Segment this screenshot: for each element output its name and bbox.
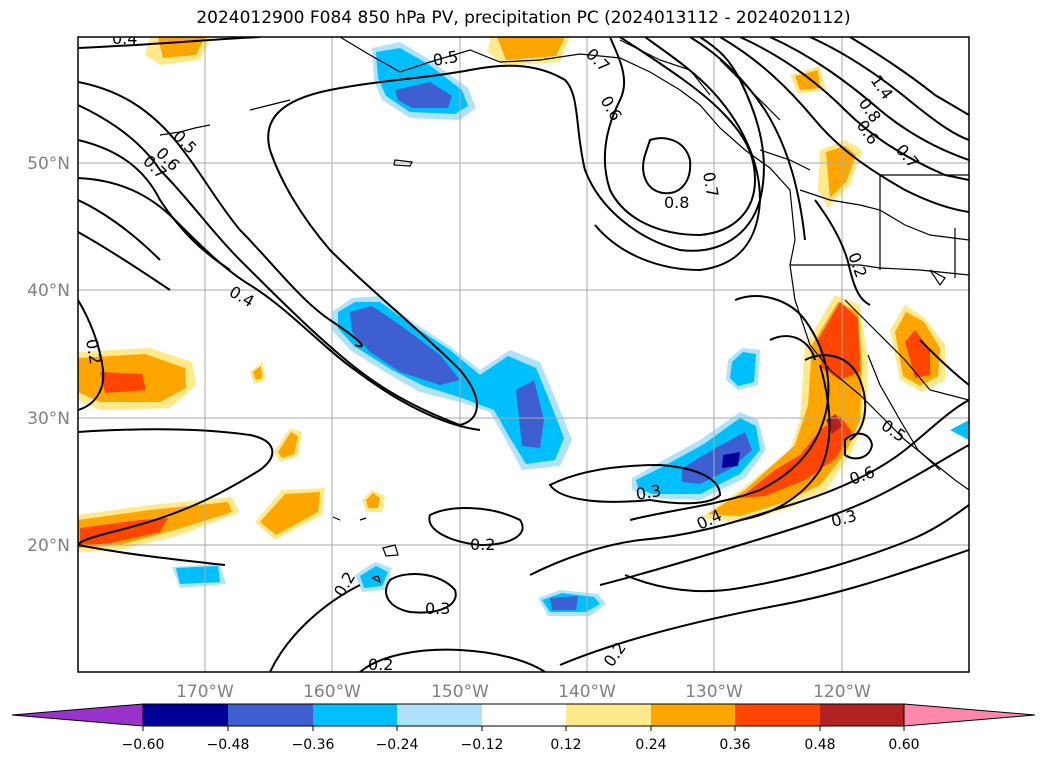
lon-label-130W: 130°W [685, 682, 743, 702]
lon-label-170W: 170°W [176, 682, 234, 702]
contour-label-0.7-c: 0.7 [699, 170, 722, 198]
lat-label-20N: 20°N [27, 536, 70, 556]
colorbar-tick-3: −0.24 [376, 737, 419, 753]
contour-label-0.3-b: 0.3 [634, 481, 662, 504]
contour-label-0.2-e: 0.2 [368, 655, 393, 674]
colorbar-bin-6 [566, 704, 651, 726]
lat-labels: 50°N 40°N 30°N 20°N [27, 154, 70, 556]
colorbar-extend-max [903, 703, 1036, 727]
colorbar-tick-7: 0.36 [719, 737, 750, 753]
lon-label-160W: 160°W [303, 682, 361, 702]
map-frame [77, 36, 970, 673]
map-content: 0.4 0.5 0.5 0.6 0.7 0.6 0.7 0.8 0.7 1.4 … [78, 29, 969, 674]
colorbar-bin-9 [820, 704, 904, 726]
coastlines [159, 37, 969, 584]
map-gridlines [78, 37, 969, 672]
colorbar-tick-4: −0.12 [461, 737, 504, 753]
lat-label-50N: 50°N [27, 154, 70, 174]
precip-negative-shading [172, 42, 969, 616]
colorbar-tick-2: −0.36 [292, 737, 335, 753]
contour-label-0.5-a: 0.5 [431, 47, 459, 70]
colorbar-bin-7 [651, 704, 735, 726]
colorbar-bin-4 [397, 704, 482, 726]
lat-label-40N: 40°N [27, 281, 70, 301]
contour-label-0.3-c: 0.3 [425, 599, 450, 618]
colorbar-tick-1: −0.48 [207, 737, 250, 753]
colorbar-tick-9: 0.60 [888, 737, 919, 753]
colorbar-tick-6: 0.24 [635, 737, 666, 753]
lon-labels: 170°W 160°W 150°W 140°W 130°W 120°W [176, 682, 871, 702]
colorbar: −0.60 −0.48 −0.36 −0.24 −0.12 0.12 0.24 … [11, 703, 1036, 753]
colorbar-tick-0: −0.60 [122, 737, 165, 753]
contour-label-0.4-top: 0.4 [112, 29, 137, 48]
colorbar-extend-min [11, 703, 144, 727]
lon-label-120W: 120°W [813, 682, 871, 702]
figure-title: 2024012900 F084 850 hPa PV, precipitatio… [196, 8, 851, 28]
colorbar-bin-3 [313, 704, 397, 726]
contour-label-0.8-a: 0.8 [664, 193, 689, 212]
colorbar-bin-2 [228, 704, 313, 726]
lon-label-150W: 150°W [431, 682, 489, 702]
precip-positive-shading [78, 37, 945, 552]
lon-label-140W: 140°W [558, 682, 616, 702]
contour-label-0.2-c: 0.2 [470, 535, 495, 554]
contour-label-0.2-b: 0.2 [82, 337, 105, 365]
colorbar-bin-5 [482, 704, 566, 726]
lat-label-30N: 30°N [27, 409, 70, 429]
pv-contours [78, 37, 969, 672]
colorbar-tick-8: 0.48 [804, 737, 835, 753]
colorbar-tick-5: 0.12 [550, 737, 581, 753]
colorbar-bin-1 [143, 704, 228, 726]
colorbar-bin-8 [735, 704, 820, 726]
